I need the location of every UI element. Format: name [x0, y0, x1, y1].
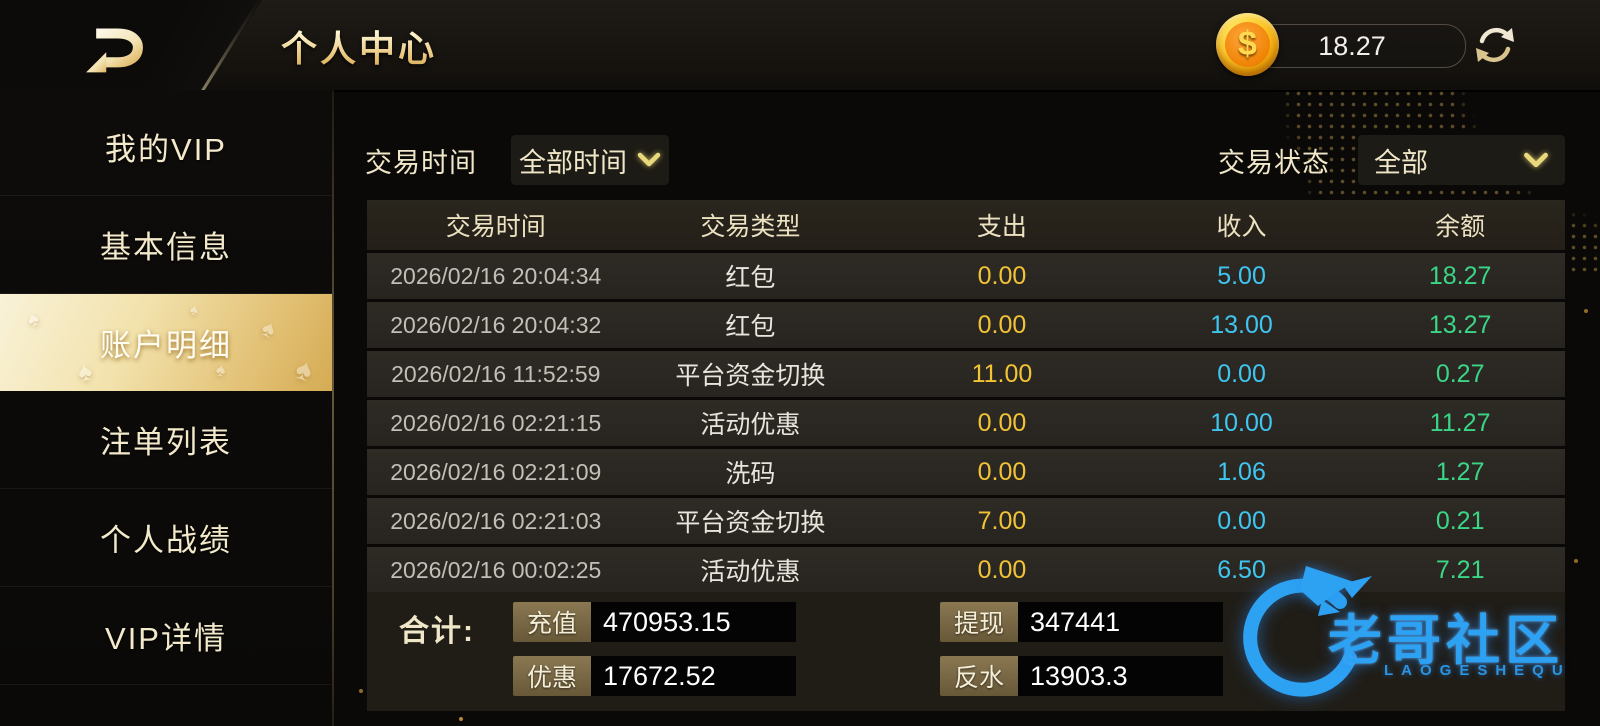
- table-row: 2026/02/16 02:21:15 活动优惠 0.00 10.00 11.2…: [367, 400, 1565, 446]
- cell-expense: 11.00: [971, 359, 1033, 388]
- cell-type: 洗码: [725, 460, 776, 488]
- spade-decoration: ♠: [187, 300, 202, 321]
- col-header-expense: 支出: [976, 213, 1027, 241]
- col-header-time: 交易时间: [445, 213, 546, 241]
- cell-balance: 18.27: [1428, 261, 1492, 290]
- cell-type: 红包: [725, 313, 776, 341]
- spade-decoration: ♠: [257, 314, 282, 345]
- gold-coin-icon: $: [1216, 13, 1279, 76]
- sidebar-item-vip-details[interactable]: VIP详情: [0, 587, 332, 685]
- col-header-type: 交易类型: [700, 213, 801, 241]
- table-row: 2026/02/16 20:04:34 红包 0.00 5.00 18.27: [367, 253, 1565, 299]
- sidebar-item-basic-info[interactable]: 基本信息: [0, 196, 332, 294]
- cell-balance: 13.27: [1428, 310, 1492, 339]
- sidebar-divider: [332, 90, 334, 726]
- cell-income: 1.06: [1217, 457, 1266, 486]
- sidebar-item-my-vip[interactable]: 我的VIP: [0, 98, 332, 196]
- chevron-down-icon: [1524, 152, 1548, 167]
- cell-balance: 7.21: [1435, 555, 1485, 584]
- col-header-balance: 余额: [1435, 213, 1486, 241]
- cell-balance: 0.21: [1435, 506, 1485, 535]
- cell-income: 0.00: [1217, 359, 1266, 388]
- total-rebate-label: 反水: [940, 656, 1018, 696]
- cell-expense: 0.00: [977, 310, 1027, 339]
- cell-income: 10.00: [1210, 408, 1273, 437]
- table-row: 2026/02/16 02:21:09 洗码 0.00 1.06 1.27: [367, 449, 1565, 495]
- cell-expense: 0.00: [977, 408, 1027, 437]
- top-header-bar: 个人中心 18.27 $: [0, 0, 1600, 96]
- cell-income: 6.50: [1217, 555, 1266, 584]
- cell-type: 活动优惠: [700, 558, 801, 586]
- filter-bar: 交易时间 全部时间 交易状态 全部: [365, 135, 1565, 185]
- dollar-sign: $: [1225, 22, 1270, 67]
- sidebar-item-bet-list[interactable]: 注单列表: [0, 391, 332, 489]
- cell-expense: 0.00: [977, 457, 1027, 486]
- total-deposit: 充值 470953.15: [513, 602, 796, 642]
- table-header-row: 交易时间 交易类型 支出 收入 余额: [367, 200, 1565, 250]
- cell-time: 2026/02/16 02:21:09: [390, 458, 602, 485]
- cell-type: 平台资金切换: [675, 362, 826, 390]
- total-withdraw: 提现 347441: [940, 602, 1223, 642]
- sidebar-item-label: VIP详情: [105, 621, 227, 656]
- status-filter-label: 交易状态: [1218, 147, 1330, 178]
- status-filter-dropdown[interactable]: 全部: [1358, 135, 1565, 185]
- sidebar-item-label: 个人战绩: [100, 523, 232, 558]
- page-title: 个人中心: [281, 20, 437, 72]
- cell-type: 平台资金切换: [675, 509, 826, 537]
- table-row: 2026/02/16 00:02:25 活动优惠 0.00 6.50 7.21: [367, 547, 1565, 593]
- total-withdraw-value: 347441: [1018, 602, 1223, 642]
- total-rebate-value: 13903.3: [1018, 656, 1223, 696]
- total-deposit-label: 充值: [513, 602, 591, 642]
- cell-time: 2026/02/16 00:02:25: [390, 556, 602, 583]
- cell-expense: 0.00: [977, 261, 1027, 290]
- totals-title: 合计:: [399, 615, 475, 648]
- refresh-balance-button[interactable]: [1470, 20, 1520, 70]
- sidebar-item-label: 我的VIP: [105, 132, 227, 167]
- table-row: 2026/02/16 20:04:32 红包 0.00 13.00 13.27: [367, 302, 1565, 348]
- sidebar-menu: 我的VIP 基本信息 ♠ ♠ ♠ ♠ ♠ ♠ 账户明细 注单列表 个人战绩 VI…: [0, 90, 332, 726]
- spade-decoration: ♠: [75, 354, 97, 388]
- sidebar-item-personal-record[interactable]: 个人战绩: [0, 489, 332, 587]
- table-row: 2026/02/16 02:21:03 平台资金切换 7.00 0.00 0.2…: [367, 498, 1565, 544]
- total-deposit-value: 470953.15: [591, 602, 796, 642]
- cell-time: 2026/02/16 02:21:03: [390, 507, 602, 534]
- cell-time: 2026/02/16 20:04:32: [390, 311, 602, 338]
- total-bonus-value: 17672.52: [591, 656, 796, 696]
- table-row: 2026/02/16 11:52:59 平台资金切换 11.00 0.00 0.…: [367, 351, 1565, 397]
- sidebar-item-label: 注单列表: [100, 425, 232, 460]
- cell-income: 13.00: [1210, 310, 1273, 339]
- cell-income: 5.00: [1217, 261, 1266, 290]
- cell-type: 活动优惠: [700, 411, 801, 439]
- total-bonus: 优惠 17672.52: [513, 656, 796, 696]
- status-filter-value: 全部: [1374, 147, 1428, 178]
- cell-balance: 11.27: [1429, 408, 1491, 437]
- cell-type: 红包: [725, 264, 776, 292]
- cell-balance: 1.27: [1435, 457, 1485, 486]
- sidebar-item-label: 账户明细: [100, 328, 232, 363]
- time-filter-dropdown[interactable]: 全部时间: [511, 135, 669, 185]
- cell-time: 2026/02/16 20:04:34: [390, 262, 602, 289]
- spade-decoration: ♠: [291, 351, 320, 390]
- chevron-down-icon: [637, 152, 661, 167]
- time-filter-label: 交易时间: [365, 147, 477, 178]
- transactions-table: 交易时间 交易类型 支出 收入 余额 2026/02/16 20:04:34 红…: [367, 200, 1565, 593]
- cell-expense: 7.00: [977, 506, 1027, 535]
- col-header-income: 收入: [1216, 213, 1267, 241]
- cell-expense: 0.00: [977, 555, 1027, 584]
- cell-time: 2026/02/16 02:21:15: [390, 409, 602, 436]
- time-filter-value: 全部时间: [519, 147, 627, 178]
- app-logo-back-icon[interactable]: [76, 13, 148, 82]
- sidebar-item-label: 基本信息: [100, 230, 232, 265]
- totals-panel: 合计: 充值 470953.15 提现 347441 优惠 17672.52 反…: [367, 592, 1565, 711]
- cell-income: 0.00: [1217, 506, 1266, 535]
- spade-decoration: ♠: [24, 306, 44, 332]
- total-withdraw-label: 提现: [940, 602, 1018, 642]
- total-bonus-label: 优惠: [513, 656, 591, 696]
- cell-balance: 0.27: [1435, 359, 1485, 388]
- total-rebate: 反水 13903.3: [940, 656, 1223, 696]
- cell-time: 2026/02/16 11:52:59: [391, 360, 601, 387]
- sidebar-item-account-details[interactable]: ♠ ♠ ♠ ♠ ♠ ♠ 账户明细: [0, 294, 332, 391]
